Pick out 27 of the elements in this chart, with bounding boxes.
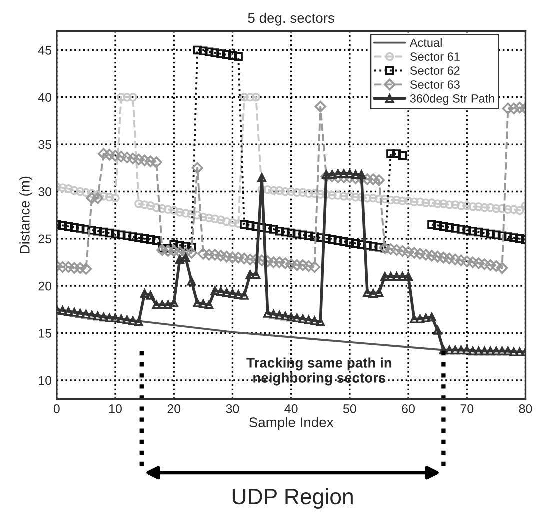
y-tick-label: 30 xyxy=(38,188,52,196)
legend-label: Sector 63 xyxy=(410,80,460,89)
legend-label: Sector 61 xyxy=(410,52,460,62)
x-tick-label: 70 xyxy=(460,404,474,414)
text: UDP Region xyxy=(232,488,353,510)
x-tick-label: 0 xyxy=(54,404,60,414)
x-tick-label: 10 xyxy=(110,404,122,414)
x-axis-title: Sample Index xyxy=(249,417,334,430)
y-tick-label: 45 xyxy=(38,46,52,55)
annotation: Tracking same path in neighboring sectors xyxy=(246,358,392,386)
y-tick-label: 10 xyxy=(39,376,52,386)
x-tick-label: 50 xyxy=(343,404,356,414)
y-tick-label: 15 xyxy=(39,329,52,338)
x-tick-label: 20 xyxy=(168,404,181,414)
y-tick-label: 40 xyxy=(38,93,52,102)
y-tick-label: 25 xyxy=(38,234,52,244)
x-tick-label: 60 xyxy=(402,404,415,414)
x-tick-label: 80 xyxy=(519,404,532,414)
y-axis-title: Distance (m) xyxy=(20,176,33,254)
x-tick-label: 30 xyxy=(226,404,240,414)
legend-label: Sector 62 xyxy=(410,66,460,75)
legend-label: Actual xyxy=(410,38,442,48)
y-tick-label: 35 xyxy=(38,140,52,150)
chart-title: 5 deg. sectors xyxy=(248,12,334,26)
y-tick-label: 20 xyxy=(38,282,52,291)
x-tick-label: 40 xyxy=(284,404,298,414)
legend-label: 360deg Str Path xyxy=(410,94,494,106)
